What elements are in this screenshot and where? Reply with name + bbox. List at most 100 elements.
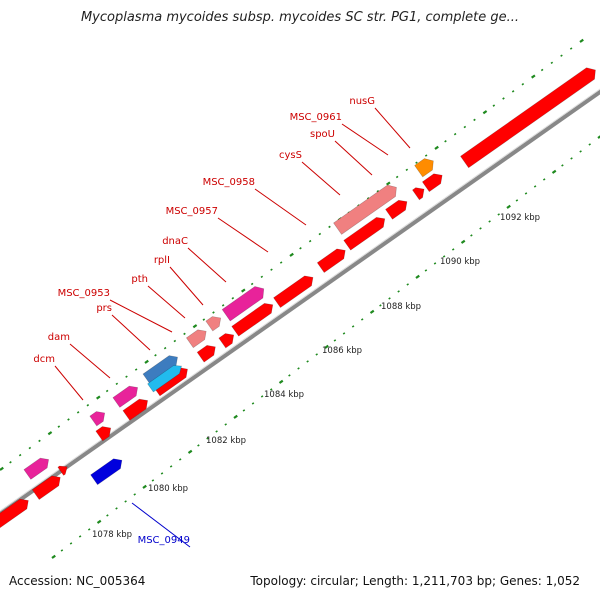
label-leader-line [131,502,191,548]
gene-arrow-orange[interactable] [414,158,434,178]
gene-arrow-magenta[interactable] [23,457,49,480]
gene-arrow-cyan[interactable] [147,365,182,393]
gene-label-rpli[interactable]: rplI [154,255,170,266]
forward-gene-arrow[interactable] [385,199,408,220]
gene-arrow-pink[interactable] [333,184,397,235]
gene-label-msc-0957[interactable]: MSC_0957 [166,206,218,217]
forward-gene-arrow[interactable] [412,187,425,201]
scale-label: 1084 kbp [264,390,304,400]
gene-arrow-magenta[interactable] [89,411,106,427]
gene-label-dcm[interactable]: dcm [33,354,55,365]
gene-label-dam[interactable]: dam [48,332,70,343]
tick-mark [299,247,302,250]
scale-label: 1080 kbp [148,484,188,494]
gene-label-nusg[interactable]: nusG [349,96,375,107]
tick-mark [369,309,375,314]
gene-label-msc-0953[interactable]: MSC_0953 [58,288,110,299]
gene-arrow-magenta[interactable] [112,385,138,408]
tick-mark [579,150,582,153]
gene-label-msc-0958[interactable]: MSC_0958 [203,177,255,188]
tick-mark [178,458,182,461]
tick-mark [154,354,157,357]
gene-arrow-pink[interactable] [205,316,222,332]
label-leader-lines [54,107,411,548]
gene-label-msc-0949[interactable]: MSC_0949 [138,535,190,546]
tick-mark [105,389,109,393]
forward-gene-arrow[interactable] [273,275,314,308]
tick-mark [521,82,525,86]
scale-label: 1082 kbp [206,436,246,446]
tick-mark [424,269,428,272]
forward-gene-arrow[interactable] [218,333,235,349]
tick-mark [115,507,118,510]
gene-label-cyss[interactable]: cysS [279,150,302,161]
tick-mark [376,189,380,193]
label-leader-line [187,247,227,283]
tick-mark [224,423,227,426]
tick-mark [453,132,457,136]
tick-mark [57,425,61,428]
tick-mark [482,110,488,115]
tick-mark [386,181,391,186]
gene-label-spou[interactable]: spoU [310,129,335,140]
gene-arrow-pink[interactable] [185,329,207,349]
tick-mark [379,304,382,307]
tick-mark [533,185,537,188]
tick-mark [160,472,164,475]
tick-mark [540,68,544,72]
tick-mark [570,157,573,160]
tick-mark [144,359,149,364]
tick-mark [306,360,309,363]
gene-arrow-small[interactable] [57,465,68,476]
tick-mark [124,500,127,503]
scale-label: 1092 kbp [500,213,540,223]
label-leader-line [217,217,269,253]
forward-gene-arrow[interactable] [196,345,216,363]
tick-mark [279,261,283,264]
forward-gene-arrow[interactable] [421,173,443,193]
tick-mark [524,192,528,195]
accession-text: Accession: NC_005364 [9,574,146,588]
tick-mark [492,104,496,107]
label-leader-line [334,140,373,176]
gene-arrow-blue[interactable] [90,458,123,486]
tick-mark [250,282,254,286]
forward-gene-arrow[interactable] [460,67,596,169]
forward-gene-arrow[interactable] [316,248,346,273]
genome-backbone-highlight [0,88,600,512]
tick-mark [488,220,491,223]
tick-mark [183,332,186,336]
tick-mark [142,484,147,489]
tick-mark [173,339,177,343]
forward-gene-arrow[interactable] [231,302,274,337]
tick-mark [260,275,264,279]
gene-label-dnac[interactable]: dnaC [162,236,188,247]
gene-arrow-magenta[interactable] [221,286,265,322]
tick-mark [115,382,119,386]
tick-mark [233,414,238,419]
tick-mark [308,239,312,243]
gene-label-pth[interactable]: pth [131,274,148,285]
tick-mark [47,431,53,436]
gene-arrow-steel-blue[interactable] [142,355,178,385]
tick-mark [434,145,439,150]
forward-gene-arrow[interactable] [0,498,29,529]
gene-label-prs[interactable]: prs [96,303,112,314]
tick-mark [51,554,56,559]
tick-mark [288,374,291,377]
tick-mark [561,164,564,167]
tick-mark [560,54,563,57]
tick-mark [187,449,193,454]
forward-gene-arrow[interactable] [343,216,386,251]
tick-mark [511,90,515,93]
label-leader-line [374,107,411,149]
tick-mark [192,324,198,329]
forward-gene-arrow[interactable] [122,398,148,421]
tick-mark [451,248,455,251]
tick-mark [87,528,91,531]
forward-gene-arrow[interactable] [31,475,61,500]
gene-label-msc-0961[interactable]: MSC_0961 [290,112,342,123]
tick-mark [297,367,300,370]
forward-gene-arrow[interactable] [95,426,112,442]
